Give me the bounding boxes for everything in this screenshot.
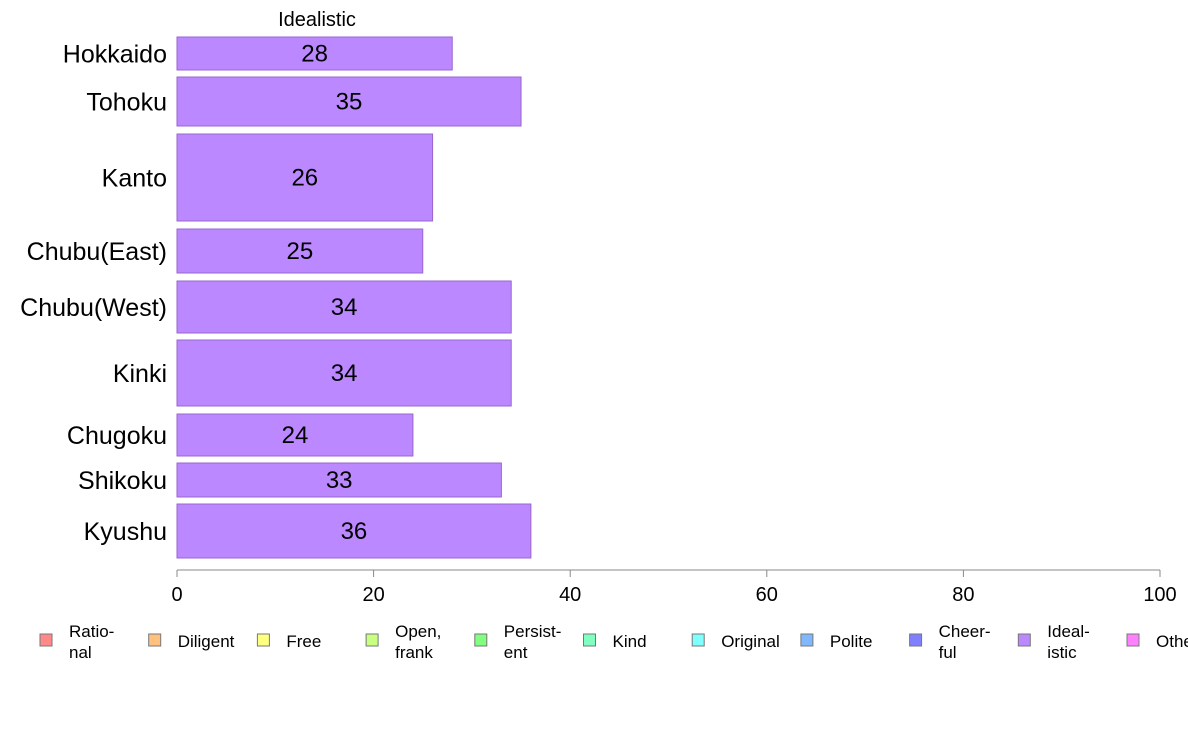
bar-shikoku: [176, 462, 502, 498]
category-label: Kinki: [113, 360, 167, 388]
bar-chubu-east-: [176, 228, 424, 274]
bar-tohoku: [176, 76, 522, 127]
category-label: Chubu(East): [27, 238, 167, 266]
legend-swatch: [256, 633, 270, 647]
bar-chugoku: [176, 413, 414, 457]
bar-hokkaido: [176, 36, 453, 71]
x-tick-label: 80: [952, 584, 974, 606]
legend-label: Original: [721, 632, 780, 651]
legend-label: Cheer-ful: [939, 622, 991, 662]
x-tick-label: 100: [1143, 584, 1176, 606]
legend-swatch: [583, 633, 596, 647]
legend: Ratio-nal Diligent Free Open, frank Persist-e…: [39, 622, 1188, 662]
bar-value-label: 36: [341, 518, 368, 545]
bar-value-label: 28: [301, 41, 328, 68]
legend-label: Diligent: [178, 632, 235, 651]
legend-swatch: [148, 633, 162, 647]
legend-swatch: [1126, 633, 1140, 647]
x-tick-label: 60: [756, 584, 778, 606]
legend-swatch: [474, 633, 488, 647]
category-label: Hokkaido: [63, 41, 167, 69]
bar-chubu-west-: [176, 280, 512, 334]
legend-label: Kind: [613, 632, 647, 651]
legend-swatch: [800, 633, 814, 647]
bar-value-label: 25: [287, 238, 314, 265]
chart-title: Idealistic: [278, 9, 356, 31]
legend-swatch: [691, 633, 705, 647]
legend-swatch: [365, 633, 379, 647]
bar-value-label: 24: [282, 422, 309, 449]
legend-label: Ideal-istic: [1047, 622, 1090, 662]
legend-swatch: [1017, 633, 1031, 647]
x-axis: 0 20 40 60 80 100: [171, 569, 1177, 606]
bar-value-label: 33: [326, 467, 353, 494]
category-label: Shikoku: [78, 467, 167, 495]
legend-swatch: [39, 633, 53, 647]
x-tick-label: 20: [362, 584, 384, 606]
legend-label: Other: [1156, 632, 1188, 651]
bar-value-label: 26: [291, 165, 318, 192]
x-tick-label: 40: [559, 584, 581, 606]
category-label: Chugoku: [67, 422, 167, 450]
category-label: Kanto: [102, 165, 167, 193]
bars-layer: 28 Hokkaido 35 Tohoku 26 Kanto 25 Chubu(East) 34…: [20, 36, 532, 559]
bar-kyushu: [176, 503, 532, 559]
legend-label: Persist-ent: [504, 622, 562, 662]
bar-kanto: [176, 133, 434, 222]
bar-value-label: 34: [331, 360, 358, 387]
bar-value-label: 34: [331, 294, 358, 321]
legend-label: Polite: [830, 632, 873, 651]
category-label: Kyushu: [84, 518, 167, 546]
x-tick-label: 0: [171, 584, 182, 606]
bar-kinki: [176, 339, 512, 407]
legend-label: Free: [286, 632, 321, 651]
bar-value-label: 35: [336, 89, 363, 116]
legend-label: Ratio-nal: [69, 622, 114, 662]
category-label: Tohoku: [86, 89, 167, 117]
legend-label: Open, frank: [395, 622, 441, 662]
category-label: Chubu(West): [20, 294, 167, 322]
legend-swatch: [909, 633, 923, 647]
